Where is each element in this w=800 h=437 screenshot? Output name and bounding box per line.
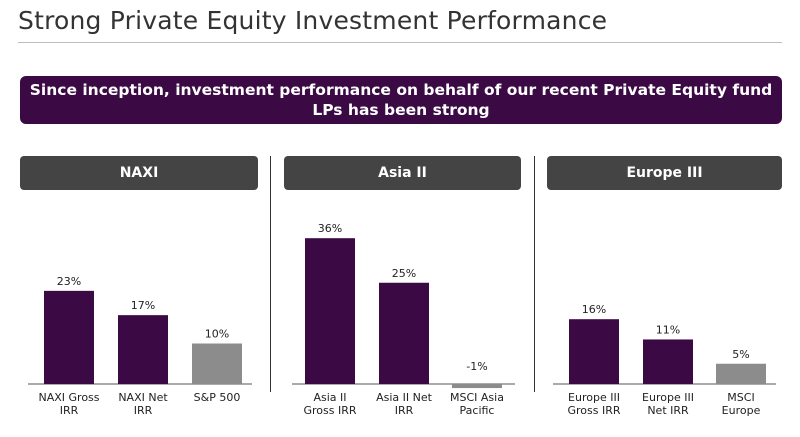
category-label: S&P 500 [194,391,241,404]
page-title: Strong Private Equity Investment Perform… [18,6,608,35]
panel-divider [534,156,535,392]
data-label: -1% [466,360,487,373]
data-label: 11% [656,323,680,336]
panel-header-naxi: NAXI [20,156,258,190]
category-label: MSCI [727,391,754,404]
bar [118,315,168,384]
bar [379,282,429,384]
category-label: NAXI Gross [38,391,99,404]
category-label: Europe [722,404,761,417]
bar [192,343,242,384]
title-divider [18,42,782,43]
category-label: Pacific [460,404,495,417]
data-label: 5% [732,348,749,361]
bar [452,384,502,389]
bar [305,238,355,384]
category-label: Gross IRR [303,404,356,417]
category-label: Asia II Net [376,391,433,404]
banner-line-2: LPs has been strong [312,101,490,119]
category-label: NAXI Net [118,391,168,404]
category-label: Gross IRR [567,404,620,417]
bar [643,339,693,384]
bar [716,363,766,384]
data-label: 17% [131,299,155,312]
category-label: IRR [395,404,414,417]
data-label: 10% [205,328,229,341]
category-label: MSCI Asia [450,391,504,404]
category-label: IRR [60,404,79,417]
banner-line-1: Since inception, investment performance … [29,81,773,99]
category-label: IRR [134,404,153,417]
category-label: Europe III [568,391,620,404]
category-label: Net IRR [647,404,689,417]
category-label: Asia II [313,391,346,404]
data-label: 23% [57,275,81,288]
bar [44,290,94,384]
bar [569,319,619,384]
data-label: 36% [318,222,342,235]
panel-header-asia-ii: Asia II [284,156,521,190]
category-label: Europe III [642,391,694,404]
data-label: 16% [582,303,606,316]
panel-divider [270,156,271,392]
panel-header-europe-iii: Europe III [547,156,782,190]
summary-banner: Since inception, investment performance … [20,76,782,124]
data-label: 25% [392,267,416,280]
